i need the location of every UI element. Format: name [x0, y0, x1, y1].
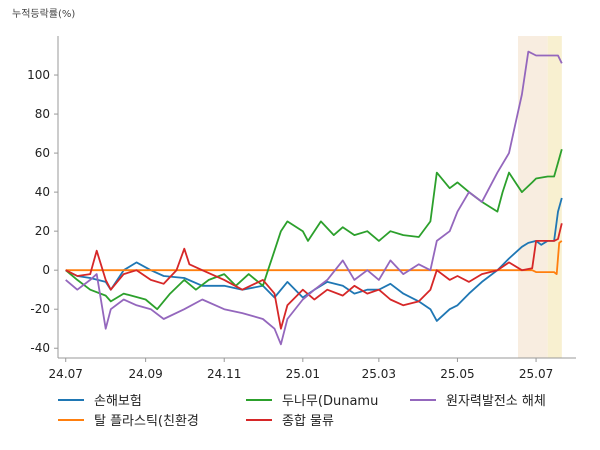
y-tick-label: 100: [27, 68, 50, 82]
y-ticks: -40 -20 0 20 40 60 80 100: [27, 68, 58, 355]
x-tick-label: 25.03: [362, 367, 396, 381]
x-tick-label: 25.01: [286, 367, 320, 381]
axes: [57, 36, 576, 359]
legend-label: 종합 물류: [282, 414, 334, 429]
legend-label: 탈 플라스틱(친환경: [94, 414, 199, 429]
series-lines: [65, 50, 563, 346]
series-line-1: [65, 197, 563, 322]
x-tick-label: 24.07: [49, 367, 83, 381]
y-tick-label: -20: [30, 302, 50, 316]
legend-label: 손해보험: [94, 394, 142, 409]
series-line-5: [65, 50, 563, 346]
legend-label: 원자력발전소 해체: [446, 394, 546, 409]
highlight-bands: [518, 36, 562, 358]
x-tick-label: 25.07: [519, 367, 553, 381]
series-line-4: [65, 223, 563, 330]
y-tick-label: 80: [35, 107, 50, 121]
y-tick-label: 20: [35, 224, 50, 238]
x-tick-label: 24.09: [128, 367, 162, 381]
y-axis-label: 누적등락률(%): [12, 8, 75, 20]
highlight-band-1: [518, 36, 548, 358]
x-ticks: 24.07 24.09 24.11 25.01 25.03 25.05 25.07: [49, 358, 553, 381]
x-tick-label: 24.11: [207, 367, 241, 381]
series-line-2: [65, 240, 563, 275]
x-tick-label: 25.05: [440, 367, 474, 381]
legend-label: 두나무(Dunamu: [282, 394, 378, 409]
y-tick-label: 40: [35, 185, 50, 199]
y-tick-label: -40: [30, 341, 50, 355]
series-line-3: [65, 148, 563, 311]
y-tick-label: 0: [42, 263, 50, 277]
y-tick-label: 60: [35, 146, 50, 160]
highlight-band-2: [547, 36, 562, 358]
